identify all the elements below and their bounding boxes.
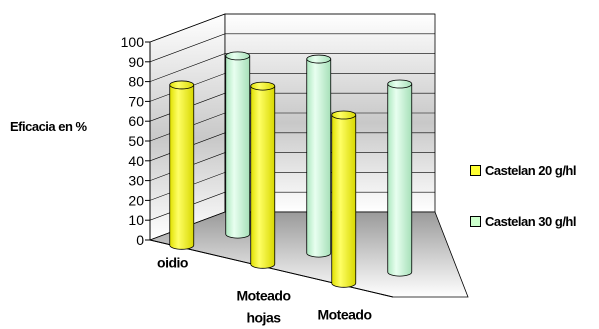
- legend-item-series-1: Castelan 20 g/hl: [470, 160, 576, 180]
- legend-item-series-2: Castelan 30 g/hl: [470, 211, 576, 231]
- bar-s2-1-body: [306, 58, 332, 258]
- bar-s1-2-top: [331, 110, 357, 120]
- y-tick-label-30: 30: [128, 173, 144, 189]
- bar-s1-0-top: [169, 80, 195, 90]
- gridline-100: [149, 13, 435, 43]
- bar-s2-2: [387, 79, 413, 277]
- x-tick-label-1-line-0: Moteado: [236, 288, 290, 304]
- legend-label-series-1: Castelan 20 g/hl: [485, 162, 576, 178]
- x-tick-label-1: Moteado hojas: [236, 288, 290, 326]
- gridline-80: [149, 53, 435, 82]
- legend-swatch-series-2: [470, 215, 481, 227]
- y-tick-label-50: 50: [128, 133, 144, 149]
- y-tick-label-20: 20: [128, 192, 144, 208]
- bar-s2-2-body: [387, 83, 413, 277]
- y-tick-label-10: 10: [128, 212, 144, 228]
- bar-s2-1-top: [306, 54, 332, 64]
- bar-s2-0-body: [225, 55, 251, 239]
- bar-s2-0-top: [225, 51, 251, 61]
- legend-label-series-2: Castelan 30 g/hl: [485, 213, 576, 229]
- legend: Castelan 20 g/hl Castelan 30 g/hl: [470, 160, 576, 262]
- bar-s1-2-body: [331, 114, 357, 288]
- y-tick-label-60: 60: [128, 113, 144, 129]
- bar-s2-0: [225, 51, 251, 239]
- x-tick-label-0: oidio: [157, 255, 188, 271]
- bar-s2-2-top: [387, 79, 413, 89]
- x-tick-label-1-line-1: hojas: [246, 310, 281, 326]
- legend-swatch-series-1: [470, 164, 481, 176]
- x-axis-line: [149, 239, 394, 298]
- bar-s1-1-top: [250, 81, 276, 91]
- y-tick-label-80: 80: [128, 74, 144, 90]
- bar-s1-0: [169, 80, 195, 250]
- x-tick-label-0-line-0: oidio: [157, 255, 188, 271]
- bar-s2-1: [306, 54, 332, 258]
- x-tick-label-2: Moteadofrutas: [317, 307, 371, 329]
- bar-s1-1: [250, 81, 276, 269]
- x-tick-label-2-line-0: Moteado: [317, 307, 371, 323]
- bar-s1-2: [331, 110, 357, 288]
- bar-s1-0-body: [169, 84, 195, 250]
- bar-s1-1-body: [250, 85, 276, 269]
- y-tick-label-90: 90: [128, 54, 144, 70]
- y-tick-label-100: 100: [121, 34, 145, 50]
- y-tick-label-0: 0: [136, 232, 144, 248]
- y-tick-label-70: 70: [128, 93, 144, 109]
- gridline-90: [149, 33, 435, 63]
- y-tick-label-40: 40: [128, 153, 144, 169]
- y-axis-label: Eficacia en %: [10, 119, 87, 134]
